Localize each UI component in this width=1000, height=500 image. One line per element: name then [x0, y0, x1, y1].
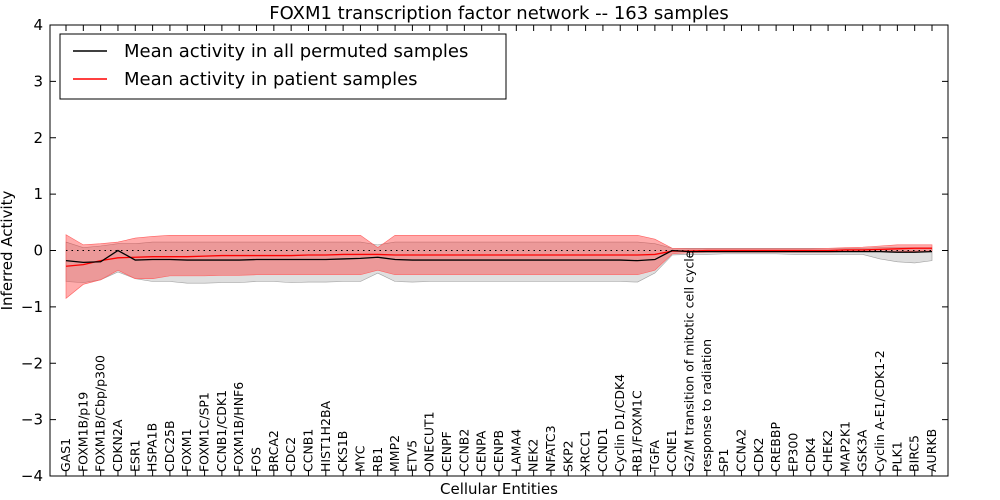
x-tick-label: HIST1H2BA [318, 400, 333, 472]
legend-box [59, 33, 507, 100]
x-tick-label: CDC25B [162, 420, 177, 472]
legend-label-permuted: Mean activity in all permuted samples [124, 41, 468, 62]
x-tick-label: Cyclin A-E1/CDK1-2 [872, 350, 887, 472]
y-tick-label: 1 [33, 185, 43, 203]
x-tick-label: ONECUT1 [422, 411, 437, 472]
x-tick-label: HSPA1B [145, 423, 160, 472]
y-tick-label: 2 [33, 129, 43, 147]
x-tick-label: CCNB2 [456, 429, 471, 472]
x-tick-label: FOXM1B/p19 [75, 392, 90, 472]
y-axis-label: Inferred Activity [0, 190, 16, 310]
y-tick-label: −1 [21, 298, 43, 316]
x-tick-label: LAMA4 [508, 429, 523, 472]
x-tick-label: MYC [352, 445, 367, 472]
x-tick-label: CHEK2 [820, 430, 835, 472]
x-tick-label: RB1 [370, 447, 385, 472]
y-tick-label: 3 [33, 72, 43, 90]
x-tick-label: MMP2 [387, 435, 402, 472]
x-tick-label: GSK3A [855, 429, 870, 472]
x-tick-label: ESR1 [127, 440, 142, 472]
x-tick-label: CDK4 [803, 437, 818, 472]
x-tick-label: FOXM1C/SP1 [197, 392, 212, 472]
x-tick-label: AURKB [924, 429, 939, 472]
y-tick-label: 4 [33, 16, 43, 34]
x-tick-label: CCNB1 [300, 429, 315, 472]
x-tick-label: CDKN2A [110, 419, 125, 472]
x-tick-label: FOXM1B/Cbp/p300 [93, 355, 108, 472]
plot-frame [49, 24, 949, 477]
x-tick-label: NEK2 [526, 439, 541, 472]
x-tick-label: EP300 [785, 433, 800, 472]
x-axis-label: Cellular Entities [440, 480, 558, 498]
x-tick-label: BIRC5 [907, 435, 922, 472]
x-tick-label: PLK1 [889, 441, 904, 472]
x-tick-labels: GAS1 FOXM1B/p19 FOXM1B/Cbp/p300 CDKN2A ESR1 H… [58, 250, 939, 473]
band-mean-activity-in-patient-samples [65, 234, 933, 300]
x-tick-label: SP1 [716, 449, 731, 472]
x-tick-label: ETV5 [404, 440, 419, 472]
x-tick-label: CENPA [474, 430, 489, 472]
x-tick-label: CKS1B [335, 431, 350, 472]
x-tick-label: CREBBP [768, 422, 783, 472]
y-tick-labels: −4 −3 −2 −1 0 1 2 3 4 [21, 16, 43, 485]
x-tick-label: RB1/FOXM1C [630, 390, 645, 472]
x-tick-label: CDC2 [283, 437, 298, 472]
x-tick-label: CCND1 [595, 428, 610, 472]
x-tick-label: CENPF [439, 431, 454, 472]
line-mean-activity-in-patient-samples [65, 247, 932, 267]
line-mean-activity-in-all-permuted-samples [65, 249, 933, 263]
x-tick-label: Cyclin D1/CDK4 [612, 374, 627, 472]
x-tick-label: CCNB1/CDK1 [214, 390, 229, 472]
x-tick-label: FOS [249, 447, 264, 472]
series-lines [65, 247, 933, 267]
y-tick-label: −4 [21, 467, 43, 485]
x-tick-label: BRCA2 [266, 430, 281, 472]
x-tick-label: MAP2K1 [837, 421, 852, 472]
x-tick-label: GAS1 [58, 438, 73, 472]
x-tick-label: FOXM1 [179, 428, 194, 472]
x-tick-label: NFATC3 [543, 425, 558, 472]
chart-title: FOXM1 transcription factor network -- 16… [269, 3, 729, 24]
x-tick-label: SKP2 [560, 440, 575, 472]
x-tick-label: CCNA2 [733, 429, 748, 472]
x-tick-label: CENPB [491, 430, 506, 472]
x-tick-label: response to radiation [699, 339, 714, 472]
x-tick-label: XRCC1 [578, 430, 593, 472]
y-tick-label: −3 [21, 411, 43, 429]
x-tick-label: TGFA [647, 440, 662, 473]
legend: Mean activity in all permuted samples Me… [59, 33, 507, 100]
x-tick-label: CCNE1 [664, 429, 679, 472]
legend-label-patient: Mean activity in patient samples [124, 69, 418, 90]
y-tick-label: −2 [21, 354, 43, 372]
confidence-bands [65, 234, 933, 300]
x-tick-label: FOXM1B/HNF6 [231, 382, 246, 472]
y-tick-label: 0 [33, 242, 43, 260]
x-tick-label: G2/M transition of mitotic cell cycle [682, 250, 697, 472]
x-tick-label: CDK2 [751, 437, 766, 472]
